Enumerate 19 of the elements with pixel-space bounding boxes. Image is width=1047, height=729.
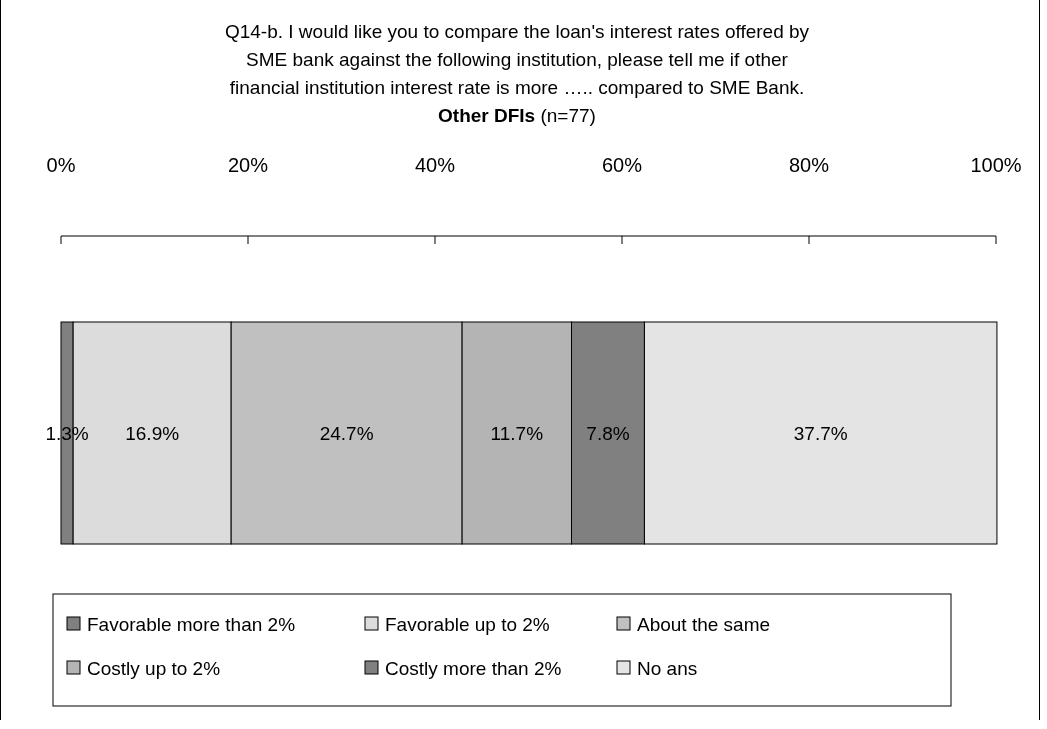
legend-label: About the same <box>637 613 771 635</box>
legend-label: No ans <box>637 657 698 679</box>
data-label: 24.7% <box>319 422 374 444</box>
data-label: 11.7% <box>490 422 544 444</box>
legend-label: Favorable up to 2% <box>385 613 550 635</box>
data-label: 37.7% <box>793 422 848 444</box>
x-tick-label: 60% <box>601 154 643 176</box>
chart-subtitle: Other DFIs (n=77) <box>438 105 596 126</box>
legend-label: Favorable more than 2% <box>87 613 296 635</box>
x-tick-label: 20% <box>227 154 269 176</box>
x-tick-label: 40% <box>414 154 456 176</box>
data-label: 7.8% <box>586 422 630 444</box>
data-label: 16.9% <box>125 422 180 444</box>
legend-label: Costly up to 2% <box>87 657 221 679</box>
x-tick-label: 100% <box>970 154 1022 176</box>
x-tick-label: 80% <box>788 154 830 176</box>
legend-label: Costly more than 2% <box>385 657 562 679</box>
x-tick-label: 0% <box>46 154 76 176</box>
chart-title: Q14-b. I would like you to compare the loan's interest rates offered by SME bank against the following institution, please tell me if other financial institution interest rate is more ….. compared to SME Bank. <box>224 21 810 98</box>
